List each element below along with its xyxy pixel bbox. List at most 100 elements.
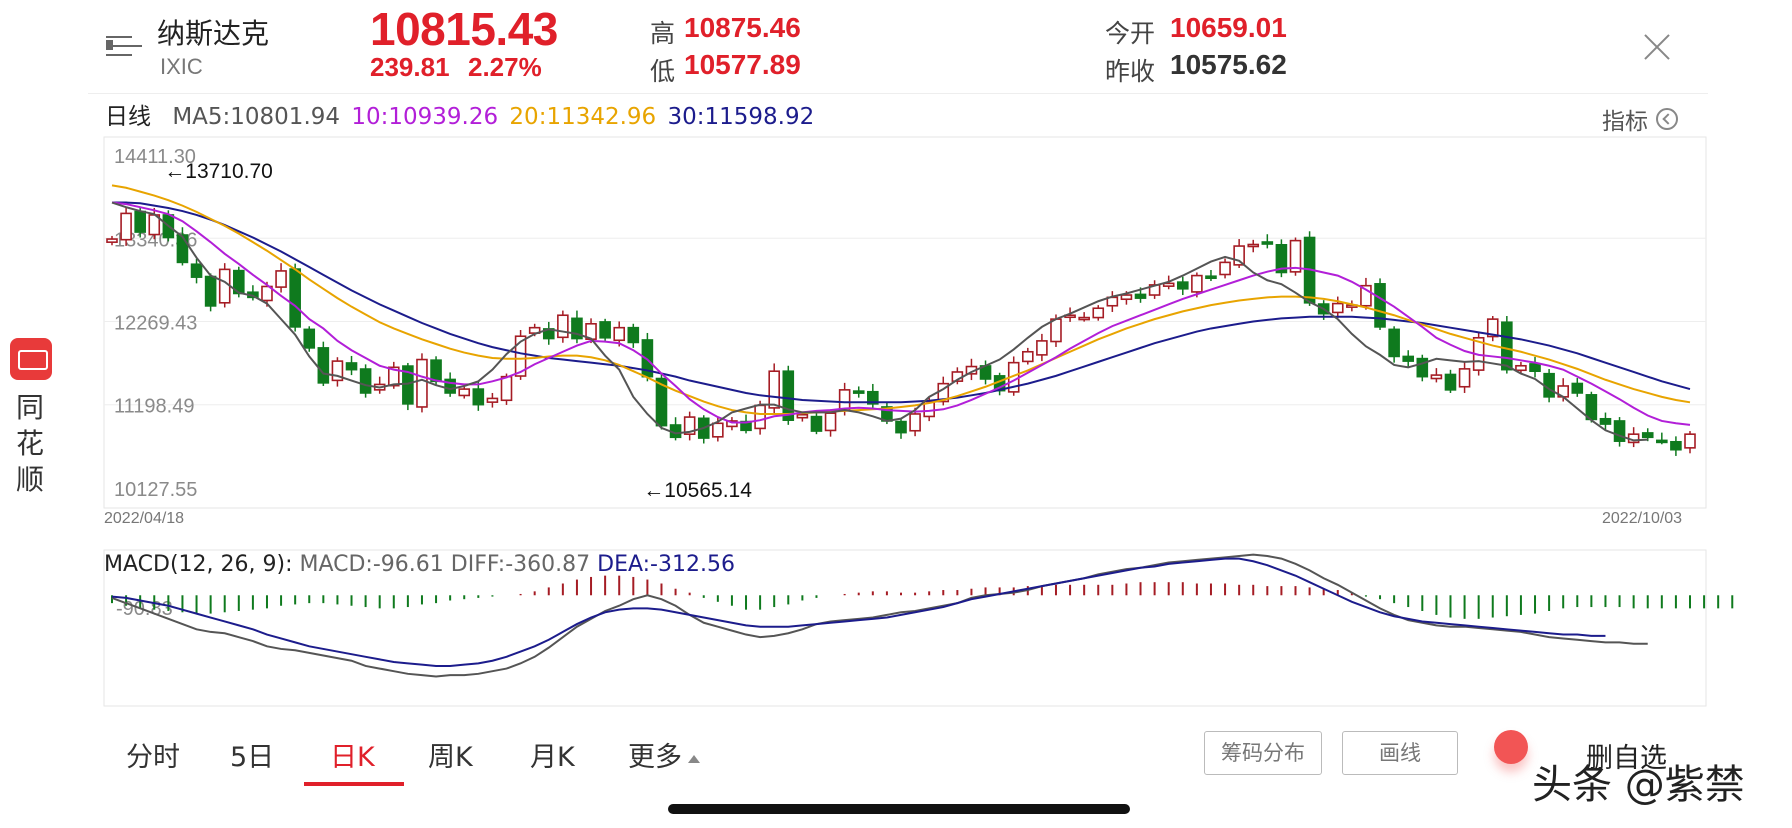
- macd-legend: MACD(12, 26, 9): MACD:-96.61 DIFF:-360.8…: [104, 552, 735, 577]
- macd-frame: [103, 549, 1707, 707]
- tab-weekly-k[interactable]: 周K: [428, 742, 473, 773]
- min-annotation: ←10565.14: [643, 479, 752, 502]
- menu-icon[interactable]: [106, 32, 142, 60]
- current-price: 10815.43: [370, 3, 558, 55]
- candle-up: [120, 212, 132, 241]
- tab-more[interactable]: 更多: [628, 735, 700, 774]
- tab-5day[interactable]: 5日: [230, 742, 275, 773]
- indicator-button[interactable]: 指标: [1602, 102, 1678, 136]
- candle-down: [1501, 321, 1513, 371]
- candle-down: [444, 378, 456, 394]
- candle-down: [204, 275, 217, 307]
- ma20-line: [111, 184, 1691, 415]
- indicator-label: 指标: [1602, 109, 1648, 135]
- candle-up: [796, 413, 809, 419]
- candle-down: [852, 390, 865, 394]
- candle-down: [1670, 440, 1682, 451]
- candle-up: [1022, 350, 1034, 363]
- app-logo-icon[interactable]: [10, 338, 52, 380]
- candle-down: [1585, 394, 1598, 421]
- x-start-date: 2022/04/18: [104, 510, 185, 527]
- stock-code: IXIC: [160, 54, 203, 79]
- candle-up: [909, 413, 921, 432]
- candle-up: [1162, 282, 1175, 287]
- candle-up: [106, 238, 118, 243]
- candle-down: [1444, 373, 1457, 391]
- candle-up: [838, 389, 851, 411]
- macd-value: MACD:-96.61: [299, 552, 444, 577]
- candle-up: [458, 388, 471, 397]
- candle-down: [472, 388, 485, 406]
- y-tick-label: 10127.55: [114, 479, 197, 501]
- candle-down: [345, 362, 358, 371]
- draw-line-button[interactable]: 画线: [1342, 731, 1458, 775]
- candle-down: [1388, 328, 1400, 358]
- candle-up: [613, 326, 626, 342]
- price-change-percent: 2.27%: [468, 52, 542, 82]
- chip-distribution-button[interactable]: 筹码分布: [1204, 731, 1322, 775]
- candle-down: [402, 365, 414, 405]
- candle-up: [1191, 274, 1203, 293]
- candle-down: [655, 377, 668, 427]
- period-label: 日线: [105, 104, 151, 130]
- candle-down: [303, 328, 316, 349]
- candle-down: [571, 317, 583, 340]
- low-value: 10577.89: [684, 49, 801, 80]
- ma5-line: [111, 201, 1648, 442]
- candle-up: [1219, 261, 1231, 276]
- candle-up: [1120, 294, 1133, 301]
- chevron-left-icon: [1656, 108, 1678, 130]
- candle-down: [1416, 357, 1429, 378]
- candle-down: [1134, 293, 1147, 299]
- y-tick-label: 13340.36: [114, 229, 197, 251]
- tab-intraday[interactable]: 分时: [126, 742, 180, 773]
- candle-down: [895, 420, 907, 434]
- candle-up: [1331, 302, 1344, 314]
- candle-down: [867, 390, 879, 405]
- diff-value: DIFF:-360.87: [450, 552, 591, 577]
- candle-up: [1233, 245, 1245, 266]
- tab-daily-k[interactable]: 日K: [330, 742, 375, 773]
- ma-legend: 日线 MA5:10801.94 10:10939.26 20:11342.96 …: [105, 97, 818, 131]
- candle-up: [754, 404, 766, 430]
- tab-monthly-k[interactable]: 月K: [530, 742, 575, 773]
- remove-watchlist-button[interactable]: 删自选: [1586, 743, 1667, 774]
- candle-down: [810, 415, 823, 432]
- open-label: 今开: [1105, 19, 1156, 48]
- high-label: 高: [650, 19, 676, 48]
- candle-up: [218, 268, 231, 304]
- candle-down: [317, 347, 330, 384]
- candle-up: [514, 335, 527, 377]
- dea-line: [111, 557, 1606, 667]
- candle-up: [387, 366, 400, 387]
- candle-up: [486, 397, 499, 403]
- ma5-value: MA5:10801.94: [172, 104, 341, 130]
- home-indicator[interactable]: [668, 804, 1130, 814]
- candle-up: [1486, 318, 1499, 338]
- candle-down: [782, 370, 795, 421]
- floating-ball-icon[interactable]: [1494, 730, 1528, 764]
- candle-down: [1571, 382, 1584, 394]
- candle-down: [1374, 283, 1386, 328]
- price-change: 239.81: [370, 52, 450, 82]
- candle-up: [683, 416, 696, 435]
- candle-up: [1289, 239, 1302, 273]
- candle-down: [1641, 432, 1654, 439]
- y-tick-label: 14411.30: [114, 146, 196, 168]
- candle-up: [1515, 364, 1527, 372]
- open-value: 10659.01: [1170, 12, 1287, 43]
- candle-down: [1543, 372, 1555, 398]
- macd-title: MACD(12, 26, 9):: [104, 552, 293, 577]
- candle-up: [1050, 318, 1062, 343]
- candle-down: [1529, 363, 1541, 373]
- candle-down: [599, 321, 611, 339]
- candle-up: [1078, 316, 1090, 321]
- diff-line: [111, 553, 1648, 678]
- caret-up-icon: [688, 754, 700, 763]
- candle-down: [1599, 417, 1612, 425]
- candle-up: [1458, 368, 1471, 388]
- candle-down: [430, 359, 442, 383]
- candle-up: [331, 360, 344, 382]
- dea-value: DEA:-312.56: [597, 552, 735, 577]
